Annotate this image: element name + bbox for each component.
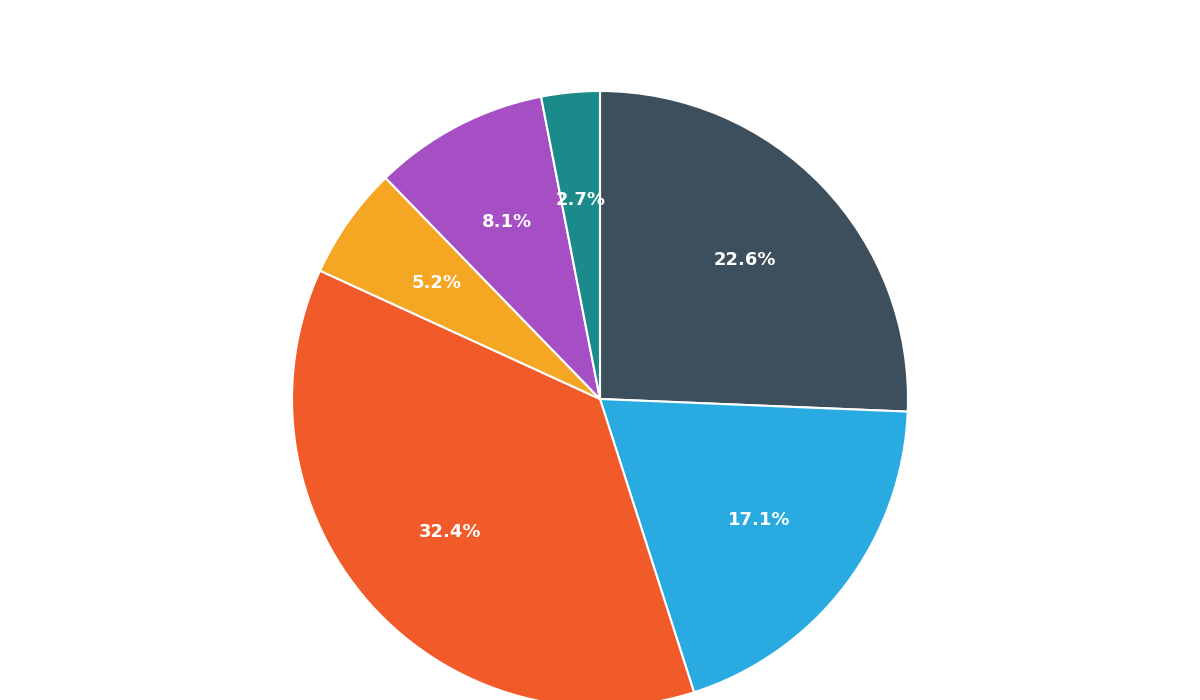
Text: 5.2%: 5.2% (412, 274, 462, 293)
Wedge shape (600, 91, 908, 412)
Wedge shape (600, 399, 907, 692)
Wedge shape (541, 91, 600, 399)
Wedge shape (292, 271, 694, 700)
Text: 22.6%: 22.6% (713, 251, 775, 270)
Text: 2.7%: 2.7% (556, 190, 606, 209)
Text: 32.4%: 32.4% (419, 523, 481, 541)
Text: 17.1%: 17.1% (728, 511, 791, 529)
Wedge shape (385, 97, 600, 399)
Wedge shape (320, 178, 600, 399)
Text: 8.1%: 8.1% (482, 213, 533, 230)
